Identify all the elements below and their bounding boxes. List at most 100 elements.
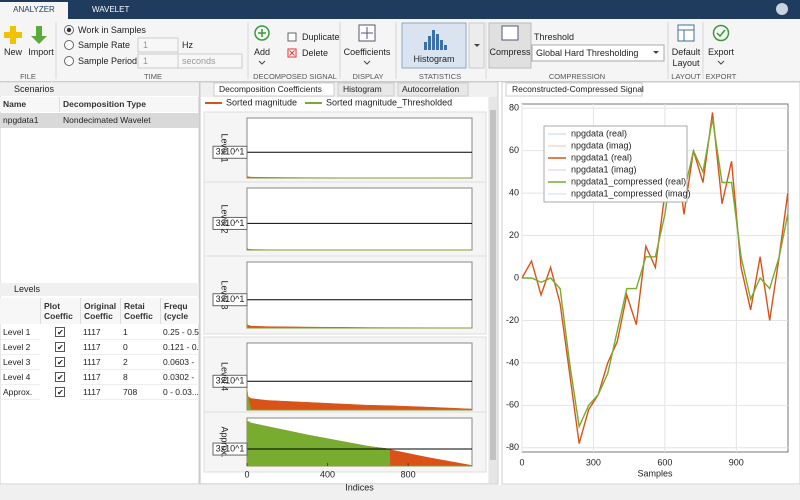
scroll-thumb[interactable]	[490, 110, 496, 460]
table-cell: 1117	[80, 385, 120, 400]
bar-icon	[440, 40, 443, 50]
table-cell[interactable]: npgdata1	[0, 113, 60, 128]
button-label[interactable]: Histogram	[413, 54, 455, 64]
levels-header	[0, 283, 199, 296]
table-cell: 1117	[80, 340, 120, 355]
tab-label[interactable]: ANALYZER	[13, 5, 55, 14]
checkbox[interactable]: ✔	[55, 387, 65, 397]
unit-label: Hz	[182, 40, 193, 50]
button-label[interactable]: Default Layout	[671, 47, 701, 68]
y-tick-label: 60	[509, 145, 519, 155]
button-label[interactable]: Coefficients	[343, 47, 391, 57]
table-cell: Level 2	[0, 340, 40, 355]
sample-rate-input[interactable]	[137, 37, 179, 53]
caret	[363, 60, 371, 65]
table-cell: Approx.	[0, 385, 40, 400]
column-header: Frequ (cycle	[160, 298, 199, 324]
series-line	[522, 118, 789, 430]
bar-icon	[444, 45, 447, 50]
table-cell: 1	[120, 325, 160, 340]
bar-icon	[432, 30, 435, 50]
radio[interactable]	[64, 40, 74, 50]
y-tick-label: 3x10^1	[216, 294, 245, 304]
unit-dropdown[interactable]	[177, 53, 243, 69]
selected-tab[interactable]	[213, 82, 335, 97]
button-label[interactable]: Delete	[302, 48, 329, 58]
button-label[interactable]: Import	[28, 47, 54, 57]
table-cell: 0.0603 -	[160, 355, 199, 370]
button-label[interactable]: Duplicate	[302, 32, 340, 42]
layout-icon[interactable]	[677, 24, 695, 42]
radio-label[interactable]: Sample Period	[78, 56, 138, 66]
add-icon[interactable]	[254, 25, 270, 41]
add-plus	[258, 29, 266, 37]
section-label: STATISTICS	[418, 72, 462, 81]
y-axis-label: Level 4	[220, 362, 230, 391]
radio-label[interactable]: Sample Rate	[78, 40, 131, 50]
checkbox[interactable]: ✔	[55, 372, 65, 382]
button-label[interactable]: Compress	[489, 47, 531, 57]
button-label[interactable]: Add	[253, 47, 271, 57]
table-cell: 1117	[80, 355, 120, 370]
caret	[258, 60, 266, 65]
table-cell: 0 - 0.03...	[160, 385, 199, 400]
tab-label[interactable]: Decomposition Coefficients	[219, 84, 322, 94]
x-tick-label: 600	[657, 457, 672, 467]
delete-x	[289, 50, 295, 56]
legend-label: Sorted magnitude	[226, 97, 297, 107]
legend-box	[543, 125, 688, 203]
active-tab[interactable]	[0, 2, 68, 19]
y-tick-label: -80	[506, 442, 519, 452]
radio[interactable]	[64, 56, 74, 66]
layout-lines	[678, 29, 694, 41]
tab-label[interactable]: Autocorrelation	[402, 84, 460, 94]
help-icon[interactable]	[776, 3, 788, 15]
bar-icon	[424, 42, 427, 50]
y-tick-label: 3x10^1	[216, 218, 245, 228]
dropdown-value[interactable]: Global Hard Thresholding	[536, 48, 639, 58]
y-tick-label: -20	[506, 315, 519, 325]
tick-label-box	[212, 442, 248, 456]
y-tick-label: 3x10^1	[216, 376, 245, 386]
radio-label[interactable]: Work in Samples	[78, 25, 146, 35]
x-tick-label: 900	[729, 457, 744, 467]
caret	[653, 51, 659, 54]
bar-icon	[436, 34, 439, 50]
import-icon[interactable]	[31, 26, 47, 44]
y-tick-label: 0	[514, 272, 519, 282]
button-label[interactable]: New	[3, 47, 23, 57]
legend-label: npgdata1_compressed (imag)	[571, 188, 691, 198]
selected-tab[interactable]	[505, 82, 643, 97]
tab-label[interactable]: Histogram	[343, 84, 382, 94]
checkbox[interactable]: ✔	[55, 342, 65, 352]
table-cell[interactable]: Nondecimated Wavelet	[60, 113, 199, 128]
table-cell: 0.25 - 0.5	[160, 325, 199, 340]
threshold-dropdown[interactable]	[531, 44, 665, 62]
tick-label-box	[212, 374, 248, 388]
column-header: Plot Coeffic	[40, 298, 80, 324]
plot-area	[246, 187, 473, 251]
section-label: LAYOUT	[671, 72, 701, 81]
section-label: DISPLAY	[352, 72, 384, 81]
caret	[474, 44, 480, 47]
legend-label: npgdata (imag)	[571, 140, 632, 150]
duplicate-icon[interactable]	[287, 32, 297, 42]
checkbox[interactable]: ✔	[55, 357, 65, 367]
y-tick-label: -40	[506, 357, 519, 367]
tab[interactable]	[337, 82, 395, 97]
column-header: Name	[0, 97, 60, 112]
export-check	[716, 29, 726, 38]
new-icon[interactable]	[4, 26, 22, 44]
tab[interactable]	[397, 82, 469, 97]
tab-label[interactable]: Reconstructed-Compressed Signal	[512, 84, 644, 94]
dropdown-value[interactable]: seconds	[182, 56, 216, 66]
area	[246, 419, 472, 467]
status-bar	[0, 485, 800, 500]
histogram-icon	[424, 30, 447, 50]
export-icon[interactable]	[712, 24, 730, 42]
tab-label[interactable]: WAVELET	[92, 5, 130, 14]
toolstrip	[0, 19, 800, 81]
checkbox[interactable]: ✔	[55, 327, 65, 337]
button-label[interactable]: Export	[707, 47, 735, 57]
